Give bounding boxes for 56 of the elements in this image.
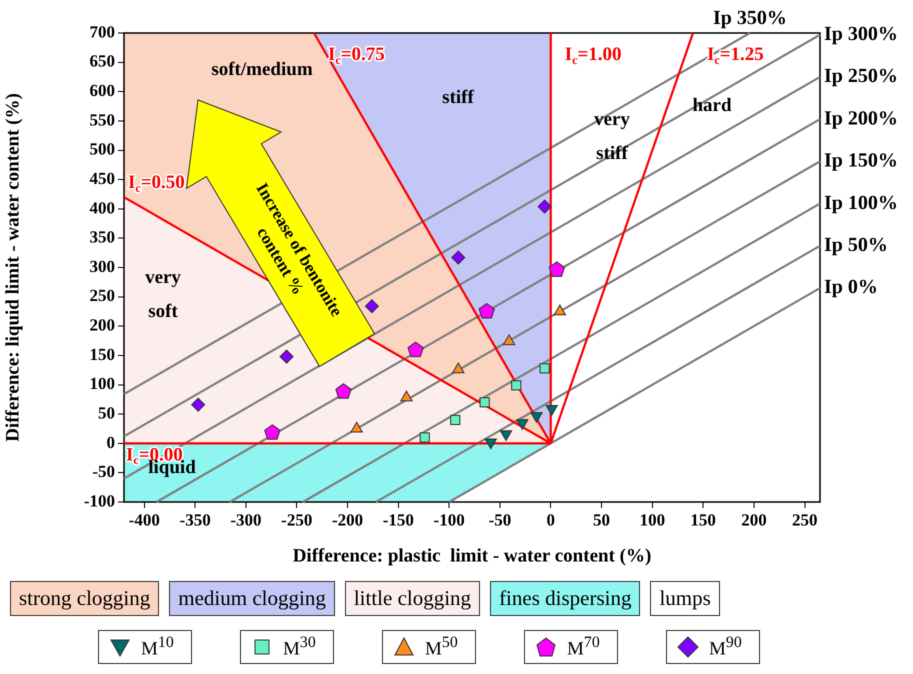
x-tick-label: 250 xyxy=(792,510,818,530)
y-tick-label: 500 xyxy=(90,140,115,159)
text: strong clogging xyxy=(10,580,160,616)
annotation: very stiff xyxy=(594,108,630,164)
text: fines dispersing xyxy=(490,580,640,616)
y-tick-label: 50 xyxy=(98,403,115,422)
y-tick-label: 100 xyxy=(90,374,115,394)
x-tick-label: -400 xyxy=(128,510,160,530)
x-tick-label: 200 xyxy=(741,510,767,530)
x-tick-label: 50 xyxy=(593,510,610,530)
x-tick-label: 0 xyxy=(546,510,555,530)
y-axis-title: Difference: liquid limit - water content (%) xyxy=(2,93,24,442)
x-tick-label: -50 xyxy=(488,510,512,530)
series-label: Ip 150% xyxy=(824,150,898,172)
text: lumps xyxy=(650,580,720,616)
x-tick-label: -250 xyxy=(281,510,312,530)
x-tick-label: -300 xyxy=(230,510,262,530)
y-tick-label: 550 xyxy=(90,110,115,130)
y-tick-label: 0 xyxy=(106,432,115,452)
y-tick-label: 300 xyxy=(90,256,115,276)
annotation: soft/medium xyxy=(211,58,313,80)
y-tick-label: 700 xyxy=(90,22,115,42)
x-tick-label: -150 xyxy=(382,510,414,530)
y-tick-label: 350 xyxy=(90,228,115,247)
y-tick-label: 650 xyxy=(90,52,115,71)
legend-label: M$^{10}$ xyxy=(141,634,174,660)
legend-label: M$^{70}$ xyxy=(567,634,600,660)
text: little clogging xyxy=(344,580,480,616)
y-tick-label: 450 xyxy=(90,168,115,188)
y-tick-label: 400 xyxy=(90,198,115,218)
legend-label: M$^{50}$ xyxy=(425,634,458,660)
x-tick-label: -350 xyxy=(180,510,211,530)
series-label: Ip 300% xyxy=(824,22,898,45)
series-label: Ip 200% xyxy=(824,107,898,130)
series-label: Ip 250% xyxy=(824,65,898,88)
x-tick-label: 100 xyxy=(640,510,666,530)
y-tick-label: -100 xyxy=(84,491,115,510)
x-tick-label: -200 xyxy=(332,510,364,530)
series-label: Ip 100% xyxy=(824,192,898,214)
text: medium clogging xyxy=(169,580,335,616)
y-tick-label: 200 xyxy=(90,316,115,335)
x-tick-label: 150 xyxy=(690,510,716,530)
x-tick-label: -100 xyxy=(434,510,465,530)
series-label: Ip 50% xyxy=(824,234,888,256)
legend-label: M$^{90}$ xyxy=(709,634,742,660)
annotation: hard xyxy=(692,94,732,116)
annotation: stiff xyxy=(442,86,474,108)
x-axis-title: Difference: plastic limit - water content (%) xyxy=(292,546,652,567)
y-tick-label: 250 xyxy=(90,286,115,306)
annotation: very soft xyxy=(145,266,182,322)
y-tick-label: -50 xyxy=(92,462,115,482)
y-tick-label: 600 xyxy=(90,81,115,100)
series-label: Ip 350% xyxy=(712,7,787,30)
series-label: Ip 0% xyxy=(824,276,878,298)
legend-label: M$^{30}$ xyxy=(283,634,316,660)
y-tick-label: 150 xyxy=(90,344,115,364)
